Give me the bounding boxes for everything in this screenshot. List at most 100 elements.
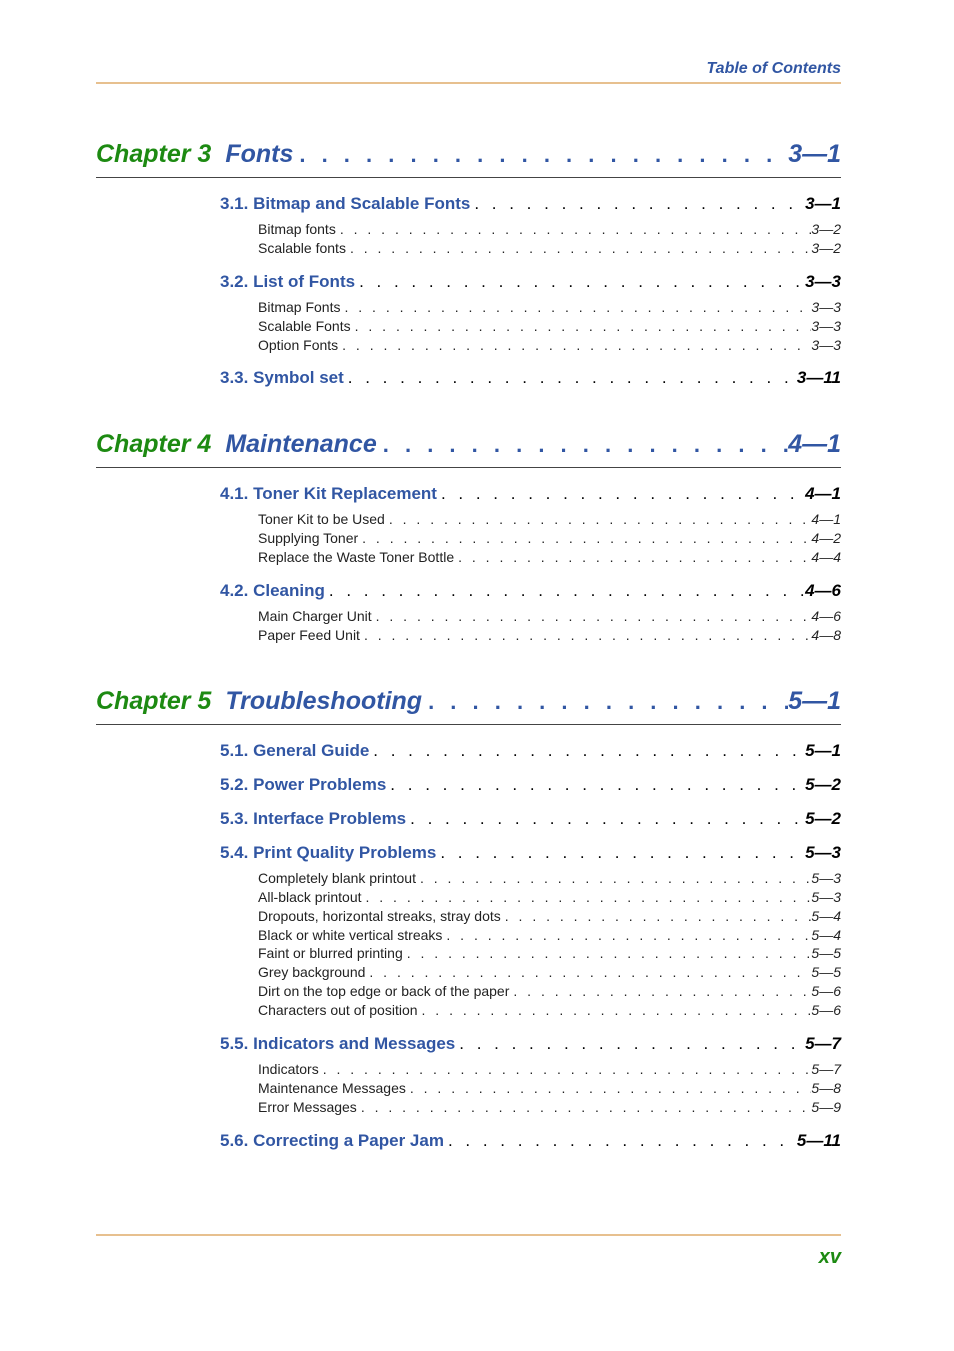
running-head: Table of Contents [96,60,841,84]
section-line[interactable]: 4.2. Cleaning 4—6 [220,581,841,601]
section-page: 4—1 [805,484,841,504]
sub-line[interactable]: Grey background 5—5 [258,963,841,982]
leader-dots [501,907,812,926]
section-page: 3—11 [797,368,841,388]
section-line[interactable]: 3.1. Bitmap and Scalable Fonts 3—1 [220,194,841,214]
leader-dots [455,1034,805,1054]
sub-page: 5—8 [811,1079,841,1098]
sub-line[interactable]: Black or white vertical streaks 5—4 [258,926,841,945]
section-page: 5—3 [805,843,841,863]
chapter-page: 5—1 [788,687,841,716]
section-line[interactable]: 3.2. List of Fonts3—3 [220,272,841,292]
sub-line[interactable]: Scalable Fonts3—3 [258,317,841,336]
chapter-line[interactable]: Chapter 5Troubleshooting5—1 [96,687,841,725]
leader-dots [403,944,812,963]
leader-dots [336,220,812,239]
sub-title: Black or white vertical streaks [258,926,442,945]
section-title: 3.1. Bitmap and Scalable Fonts [220,194,470,214]
sub-line[interactable]: Maintenance Messages 5—8 [258,1079,841,1098]
sub-line[interactable]: Characters out of position5—6 [258,1001,841,1020]
section-container: 4.1. Toner Kit Replacement4—1Toner Kit t… [220,484,841,644]
sub-title: Toner Kit to be Used [258,510,385,529]
leader-dots [369,741,805,761]
sub-title: All-black printout [258,888,362,907]
sub-line[interactable]: Indicators5—7 [258,1060,841,1079]
sub-line[interactable]: Bitmap Fonts3—3 [258,298,841,317]
section-page: 5—2 [805,809,841,829]
page-body: Table of Contents Chapter 3Fonts3—1 3.1. … [0,0,954,1151]
sub-title: Main Charger Unit [258,607,372,626]
chapter-block: Chapter 3Fonts3—1 3.1. Bitmap and Scalabl… [96,140,841,388]
leader-dots [422,689,788,715]
sub-line[interactable]: Scalable fonts3—2 [258,239,841,258]
leader-dots [444,1131,797,1151]
sub-title: Grey background [258,963,365,982]
sub-page: 4—1 [811,510,841,529]
section-page: 4—6 [805,581,841,601]
section-line[interactable]: 4.1. Toner Kit Replacement 4—1 [220,484,841,504]
sub-page: 4—6 [811,607,841,626]
sub-line[interactable]: Completely blank printout5—3 [258,869,841,888]
sub-page: 5—3 [811,869,841,888]
section-line[interactable]: 3.3. Symbol set3—11 [220,368,841,388]
section-line[interactable]: 5.4. Print Quality Problems 5—3 [220,843,841,863]
sub-line[interactable]: Error Messages5—9 [258,1098,841,1117]
sub-title: Option Fonts [258,336,338,355]
page-number: xv [819,1246,841,1268]
leader-dots [358,529,811,548]
section-title: 5.6. Correcting a Paper Jam [220,1131,444,1151]
chapter-title: Maintenance [225,430,376,459]
section-line[interactable]: 5.1. General Guide5—1 [220,741,841,761]
section-page: 3—1 [805,194,841,214]
section-line[interactable]: 5.6. Correcting a Paper Jam5—11 [220,1131,841,1151]
sub-page: 4—8 [811,626,841,645]
sub-line[interactable]: Toner Kit to be Used 4—1 [258,510,841,529]
sub-line[interactable]: Bitmap fonts3—2 [258,220,841,239]
leader-dots [346,239,811,258]
leader-dots [385,510,812,529]
sub-container: Bitmap fonts3—2Scalable fonts3—2 [258,220,841,258]
sub-page: 3—2 [811,220,841,239]
leader-dots [362,888,812,907]
leader-dots [325,581,805,601]
sub-page: 4—2 [811,529,841,548]
section-line[interactable]: 5.3. Interface Problems5—2 [220,809,841,829]
sub-container: Main Charger Unit 4—6Paper Feed Unit4—8 [258,607,841,645]
section-line[interactable]: 5.2. Power Problems5—2 [220,775,841,795]
section-title: 4.1. Toner Kit Replacement [220,484,437,504]
sub-line[interactable]: Faint or blurred printing5—5 [258,944,841,963]
sub-line[interactable]: Supplying Toner4—2 [258,529,841,548]
sub-title: Error Messages [258,1098,357,1117]
sub-line[interactable]: Replace the Waste Toner Bottle4—4 [258,548,841,567]
leader-dots [372,607,812,626]
sub-line[interactable]: Paper Feed Unit4—8 [258,626,841,645]
chapter-block: Chapter 4Maintenance4—14.1. Toner Kit Re… [96,430,841,644]
chapter-page: 4—1 [788,430,841,459]
sub-line[interactable]: Option Fonts3—3 [258,336,841,355]
sub-line[interactable]: Main Charger Unit 4—6 [258,607,841,626]
section-page: 3—3 [805,272,841,292]
section-title: 5.4. Print Quality Problems [220,843,436,863]
section-title: 5.1. General Guide [220,741,369,761]
sub-page: 5—6 [811,982,841,1001]
sub-title: Maintenance Messages [258,1079,406,1098]
sub-line[interactable]: Dirt on the top edge or back of the pape… [258,982,841,1001]
sub-container: Completely blank printout5—3All-black pr… [258,869,841,1020]
leader-dots [344,368,797,388]
sub-page: 5—7 [811,1060,841,1079]
sub-title: Dropouts, horizontal streaks, stray dots [258,907,501,926]
chapter-line[interactable]: Chapter 4 Maintenance 4—1 [96,430,841,468]
leader-dots [437,484,805,504]
sub-page: 3—2 [811,239,841,258]
sub-page: 5—4 [811,926,841,945]
sub-page: 5—5 [811,963,841,982]
sub-line[interactable]: All-black printout5—3 [258,888,841,907]
section-line[interactable]: 5.5. Indicators and Messages5—7 [220,1034,841,1054]
sub-page: 5—6 [811,1001,841,1020]
sub-line[interactable]: Dropouts, horizontal streaks, stray dots… [258,907,841,926]
section-title: 4.2. Cleaning [220,581,325,601]
running-head-text: Table of Contents [706,60,841,77]
chapter-label: Chapter 4 [96,430,211,459]
leader-dots [365,963,811,982]
chapter-line[interactable]: Chapter 3Fonts3—1 [96,140,841,178]
